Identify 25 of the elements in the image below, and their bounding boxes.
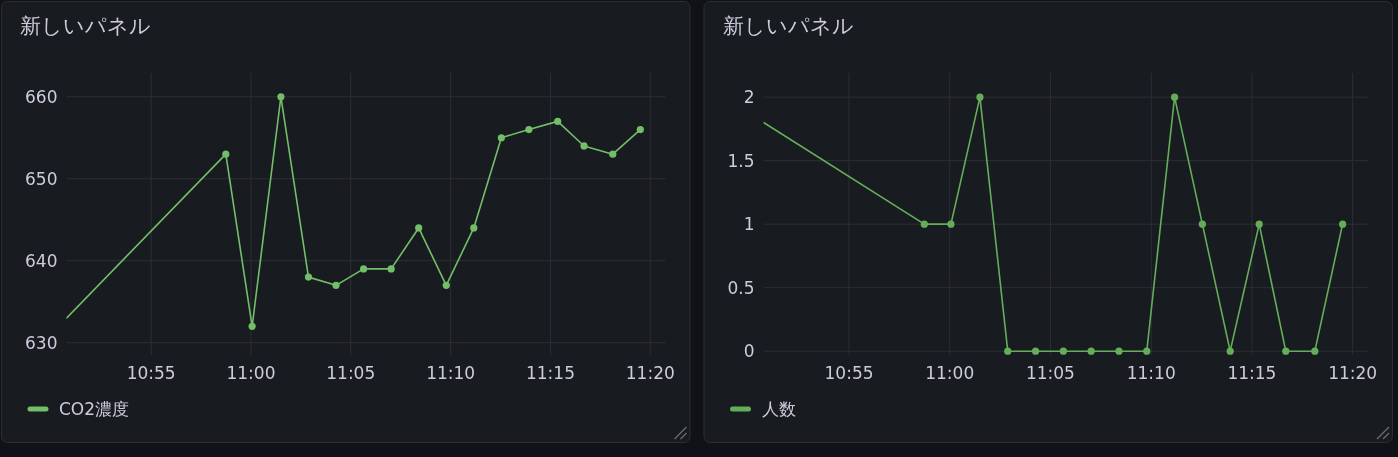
y-tick-label: 1.5 bbox=[727, 150, 755, 171]
y-tick-label: 640 bbox=[25, 250, 58, 271]
title: 新しいパネル bbox=[722, 14, 854, 38]
x-tick-label: 11:05 bbox=[326, 363, 376, 384]
x-tick-label: 11:10 bbox=[1126, 363, 1176, 384]
x-tick-label: 11:20 bbox=[625, 363, 675, 384]
x-tick-label: 11:00 bbox=[925, 363, 975, 384]
y-tick-label: 0 bbox=[743, 341, 755, 362]
y-tick-label: 660 bbox=[25, 86, 58, 107]
legend-label: 人数 bbox=[761, 399, 796, 420]
x-tick-label: 11:15 bbox=[526, 363, 575, 384]
x-tick-label: 11:05 bbox=[1025, 363, 1075, 384]
y-tick-label: 630 bbox=[25, 332, 58, 353]
title: 新しいパネル bbox=[20, 14, 151, 38]
x-tick-label: 11:10 bbox=[426, 363, 476, 384]
y-tick-label: 2 bbox=[743, 87, 755, 108]
legend-label: CO2濃度 bbox=[59, 399, 130, 420]
x-tick-label: 10:55 bbox=[126, 363, 176, 384]
x-tick-label: 11:00 bbox=[226, 363, 276, 384]
x-tick-label: 11:20 bbox=[1328, 363, 1378, 384]
y-tick-label: 1 bbox=[743, 214, 755, 235]
x-tick-label: 11:15 bbox=[1227, 363, 1277, 384]
y-tick-label: 650 bbox=[25, 168, 58, 189]
y-tick-label: 0.5 bbox=[727, 277, 755, 298]
x-tick-label: 10:55 bbox=[824, 363, 874, 384]
